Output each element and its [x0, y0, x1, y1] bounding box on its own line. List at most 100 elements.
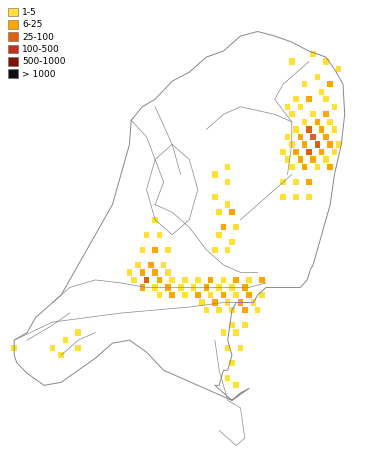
Bar: [327, 81, 333, 87]
Bar: [225, 247, 231, 253]
Bar: [332, 103, 337, 110]
Bar: [297, 156, 303, 163]
Bar: [144, 231, 149, 238]
Bar: [216, 231, 222, 238]
Bar: [195, 277, 201, 283]
Bar: [314, 73, 320, 80]
Bar: [63, 337, 68, 343]
Bar: [289, 111, 295, 117]
Bar: [225, 164, 231, 170]
Legend: 1-5, 6-25, 25-100, 100-500, 500-1000, > 1000: 1-5, 6-25, 25-100, 100-500, 500-1000, > …: [6, 6, 67, 80]
Bar: [221, 292, 226, 298]
Bar: [221, 224, 226, 231]
Bar: [216, 284, 222, 291]
Bar: [208, 277, 213, 283]
Bar: [285, 134, 290, 140]
Bar: [233, 382, 239, 389]
Bar: [280, 194, 286, 201]
Bar: [229, 322, 235, 328]
Bar: [50, 345, 56, 351]
Bar: [58, 352, 64, 359]
Bar: [323, 96, 329, 103]
Bar: [319, 126, 324, 133]
Bar: [246, 292, 252, 298]
Bar: [323, 156, 329, 163]
Bar: [229, 307, 235, 313]
Bar: [204, 307, 209, 313]
Bar: [75, 329, 81, 336]
Bar: [148, 261, 154, 268]
Bar: [139, 269, 145, 275]
Bar: [336, 66, 342, 73]
Bar: [199, 299, 205, 306]
Bar: [293, 194, 299, 201]
Bar: [297, 103, 303, 110]
Bar: [242, 284, 248, 291]
Bar: [302, 81, 307, 87]
Bar: [135, 261, 141, 268]
Bar: [310, 156, 316, 163]
Bar: [242, 307, 248, 313]
Bar: [169, 277, 175, 283]
Bar: [233, 277, 239, 283]
Bar: [289, 164, 295, 170]
Bar: [259, 277, 265, 283]
Bar: [327, 119, 333, 125]
Bar: [319, 89, 324, 95]
Bar: [293, 126, 299, 133]
Bar: [229, 359, 235, 366]
Bar: [250, 299, 256, 306]
Bar: [212, 299, 218, 306]
Bar: [238, 345, 243, 351]
Bar: [204, 284, 209, 291]
Bar: [314, 141, 320, 147]
Bar: [280, 179, 286, 185]
Bar: [332, 126, 337, 133]
Bar: [157, 231, 162, 238]
Bar: [229, 284, 235, 291]
Bar: [165, 269, 171, 275]
Bar: [212, 194, 218, 201]
Bar: [229, 239, 235, 245]
Bar: [152, 269, 158, 275]
Bar: [139, 284, 145, 291]
Bar: [127, 269, 132, 275]
Bar: [323, 111, 329, 117]
Bar: [246, 277, 252, 283]
Bar: [216, 307, 222, 313]
Bar: [310, 111, 316, 117]
Bar: [302, 119, 307, 125]
Bar: [255, 307, 260, 313]
Bar: [139, 247, 145, 253]
Bar: [242, 322, 248, 328]
Bar: [233, 224, 239, 231]
Bar: [293, 179, 299, 185]
Bar: [225, 299, 231, 306]
Bar: [169, 292, 175, 298]
Bar: [233, 292, 239, 298]
Bar: [302, 141, 307, 147]
Bar: [178, 284, 184, 291]
Bar: [208, 292, 213, 298]
Bar: [259, 292, 265, 298]
Bar: [225, 375, 231, 381]
Bar: [314, 164, 320, 170]
Bar: [165, 247, 171, 253]
Bar: [131, 277, 137, 283]
Bar: [165, 284, 171, 291]
Bar: [319, 149, 324, 155]
Bar: [75, 345, 81, 351]
Bar: [216, 209, 222, 215]
Bar: [152, 284, 158, 291]
Bar: [306, 126, 312, 133]
Bar: [285, 103, 290, 110]
Bar: [238, 299, 243, 306]
Bar: [306, 96, 312, 103]
Bar: [182, 277, 188, 283]
Bar: [327, 141, 333, 147]
Bar: [306, 149, 312, 155]
Bar: [221, 277, 226, 283]
Bar: [182, 292, 188, 298]
Bar: [152, 247, 158, 253]
Bar: [225, 201, 231, 208]
